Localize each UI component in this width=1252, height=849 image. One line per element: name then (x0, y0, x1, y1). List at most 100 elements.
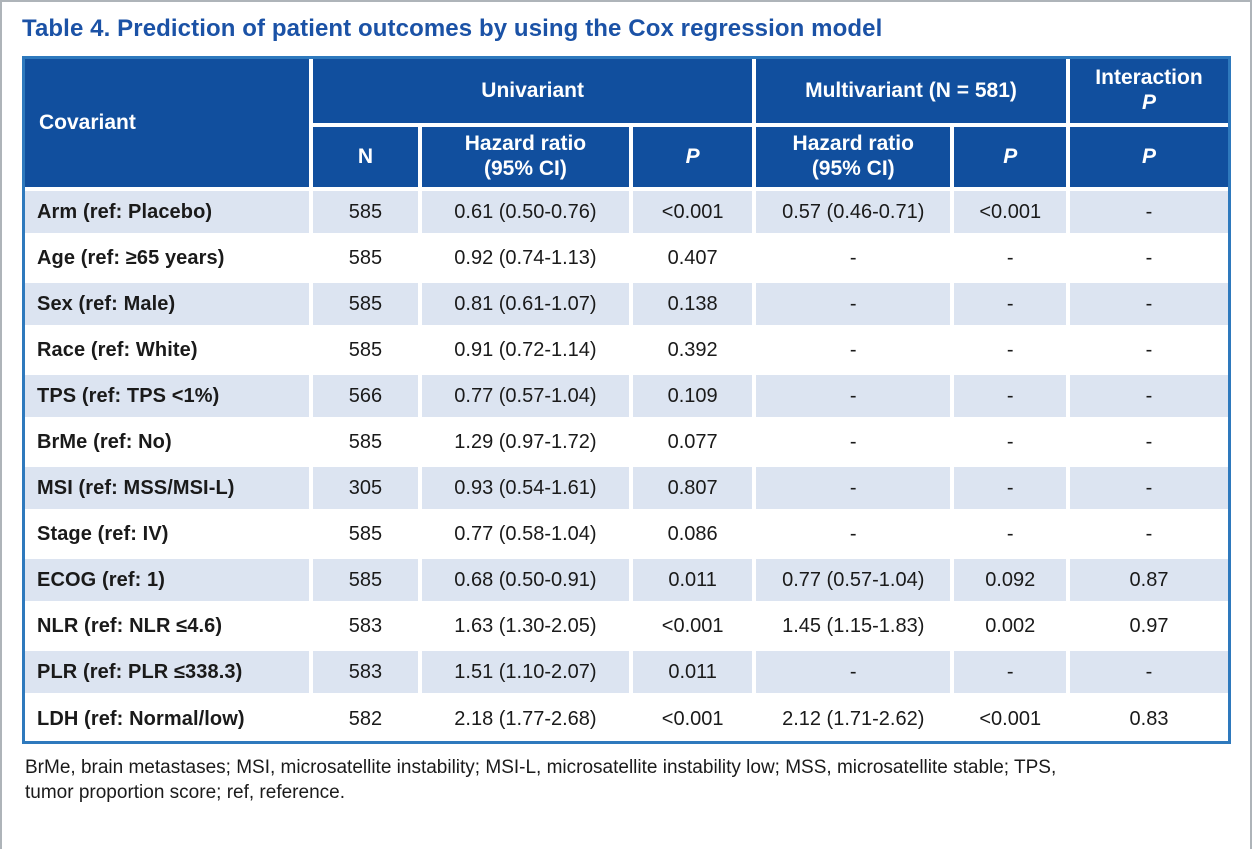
table-row: Arm (ref: Placebo) 585 0.61 (0.50-0.76) … (25, 187, 1228, 237)
multivariant-p-cell: <0.001 (950, 187, 1070, 237)
univariant-p-cell: 0.077 (629, 417, 756, 467)
header-covariant: Covariant (25, 59, 314, 191)
multivariant-hr-cell: 0.57 (0.46-0.71) (751, 187, 955, 237)
univariant-p-cell: 0.109 (629, 371, 756, 421)
n-cell: 585 (309, 325, 422, 375)
covariant-cell: BrMe (ref: No) (25, 417, 314, 467)
univariant-hr-cell: 1.29 (0.97-1.72) (417, 417, 634, 467)
covariant-cell: Race (ref: White) (25, 325, 314, 375)
univariant-p-cell: 0.407 (629, 233, 756, 283)
univariant-p-cell: 0.807 (629, 463, 756, 513)
univariant-hr-cell: 0.91 (0.72-1.14) (417, 325, 634, 375)
n-cell: 305 (309, 463, 422, 513)
table-row: Sex (ref: Male) 585 0.81 (0.61-1.07) 0.1… (25, 279, 1228, 329)
univariant-hr-cell: 1.51 (1.10-2.07) (417, 647, 634, 697)
header-interaction-p: Interaction P (1065, 59, 1228, 127)
header-n: N (311, 123, 422, 191)
multivariant-p-cell: - (950, 647, 1070, 697)
hazard-ratio-label: Hazard ratio (464, 132, 587, 156)
multivariant-p-cell: - (950, 509, 1070, 559)
header-univariant-p: P (629, 123, 756, 191)
table-header: Covariant Univariant Multivariant (N = 5… (25, 59, 1228, 191)
covariant-cell: Age (ref: ≥65 years) (25, 233, 314, 283)
interaction-p-cell: - (1065, 279, 1228, 329)
univariant-p-cell: 0.086 (629, 509, 756, 559)
header-interaction-label: Interaction (1095, 66, 1203, 90)
univariant-hr-cell: 0.93 (0.54-1.61) (417, 463, 634, 513)
multivariant-p-cell: <0.001 (950, 693, 1070, 741)
covariant-cell: PLR (ref: PLR ≤338.3) (25, 647, 314, 697)
covariant-cell: Sex (ref: Male) (25, 279, 314, 329)
n-cell: 585 (309, 233, 422, 283)
table-title: Table 4. Prediction of patient outcomes … (22, 15, 883, 42)
cox-regression-table: Covariant Univariant Multivariant (N = 5… (25, 59, 1228, 741)
univariant-hr-cell: 1.63 (1.30-2.05) (417, 601, 634, 651)
univariant-p-cell: 0.392 (629, 325, 756, 375)
multivariant-hr-cell: - (751, 233, 955, 283)
interaction-p-cell: - (1065, 325, 1228, 375)
univariant-hr-cell: 0.92 (0.74-1.13) (417, 233, 634, 283)
covariant-cell: TPS (ref: TPS <1%) (25, 371, 314, 421)
header-multivariant-hazard-ratio: Hazard ratio (95% CI) (751, 123, 955, 191)
multivariant-p-cell: - (950, 371, 1070, 421)
multivariant-p-cell: - (950, 417, 1070, 467)
table-body: Arm (ref: Placebo) 585 0.61 (0.50-0.76) … (25, 187, 1228, 741)
multivariant-p-cell: - (950, 463, 1070, 513)
covariant-cell: ECOG (ref: 1) (25, 555, 314, 605)
multivariant-hr-cell: - (751, 509, 955, 559)
n-cell: 582 (309, 693, 422, 741)
header-group-row: Covariant Univariant Multivariant (N = 5… (25, 59, 1228, 191)
header-multivariant-group: Multivariant (N = 581) (752, 59, 1070, 127)
univariant-p-cell: 0.011 (629, 647, 756, 697)
interaction-p-cell: - (1065, 509, 1228, 559)
univariant-hr-cell: 2.18 (1.77-2.68) (417, 693, 634, 741)
multivariant-hr-cell: - (751, 463, 955, 513)
interaction-p-cell: - (1065, 647, 1228, 697)
header-multivariant-p: P (950, 123, 1070, 191)
multivariant-hr-cell: - (751, 279, 955, 329)
multivariant-hr-cell: 0.77 (0.57-1.04) (751, 555, 955, 605)
interaction-p-cell: - (1065, 371, 1228, 421)
n-cell: 585 (309, 187, 422, 237)
multivariant-hr-cell: - (751, 417, 955, 467)
univariant-p-cell: <0.001 (629, 187, 756, 237)
table-row: Race (ref: White) 585 0.91 (0.72-1.14) 0… (25, 325, 1228, 375)
univariant-p-cell: 0.011 (629, 555, 756, 605)
n-cell: 583 (309, 601, 422, 651)
univariant-p-cell: <0.001 (629, 601, 756, 651)
header-univariant-hazard-ratio: Hazard ratio (95% CI) (417, 123, 634, 191)
univariant-hr-cell: 0.77 (0.58-1.04) (417, 509, 634, 559)
univariant-hr-cell: 0.68 (0.50-0.91) (417, 555, 634, 605)
header-interaction-p-symbol: P (1141, 91, 1156, 114)
table-row: BrMe (ref: No) 585 1.29 (0.97-1.72) 0.07… (25, 417, 1228, 467)
multivariant-p-cell: 0.002 (950, 601, 1070, 651)
table-row: PLR (ref: PLR ≤338.3) 583 1.51 (1.10-2.0… (25, 647, 1228, 697)
univariant-hr-cell: 0.61 (0.50-0.76) (417, 187, 634, 237)
multivariant-p-cell: - (950, 279, 1070, 329)
table-row: Stage (ref: IV) 585 0.77 (0.58-1.04) 0.0… (25, 509, 1228, 559)
covariant-cell: Stage (ref: IV) (25, 509, 314, 559)
multivariant-hr-cell: - (751, 647, 955, 697)
univariant-p-cell: 0.138 (629, 279, 756, 329)
interaction-p-cell: - (1065, 417, 1228, 467)
interaction-p-cell: 0.87 (1065, 555, 1228, 605)
n-cell: 583 (309, 647, 422, 697)
cox-regression-table-wrapper: Covariant Univariant Multivariant (N = 5… (22, 56, 1231, 744)
multivariant-p-cell: - (950, 325, 1070, 375)
footnote-line: tumor proportion score; ref, reference. (25, 782, 345, 803)
covariant-cell: Arm (ref: Placebo) (25, 187, 314, 237)
header-interaction-p-sub: P (1065, 123, 1228, 191)
interaction-p-cell: 0.97 (1065, 601, 1228, 651)
interaction-p-cell: 0.83 (1065, 693, 1228, 741)
multivariant-hr-cell: - (751, 371, 955, 421)
table-row: ECOG (ref: 1) 585 0.68 (0.50-0.91) 0.011… (25, 555, 1228, 605)
ci-label: (95% CI) (811, 157, 895, 180)
n-cell: 585 (309, 555, 422, 605)
univariant-hr-cell: 0.77 (0.57-1.04) (417, 371, 634, 421)
header-sub-row: N Hazard ratio (95% CI) P Hazard ratio (… (25, 123, 1228, 191)
table-footnote: BrMe, brain metastases; MSI, microsatell… (25, 755, 1230, 805)
multivariant-hr-cell: 2.12 (1.71-2.62) (751, 693, 955, 741)
univariant-p-cell: <0.001 (629, 693, 756, 741)
header-univariant-group: Univariant (309, 59, 756, 127)
